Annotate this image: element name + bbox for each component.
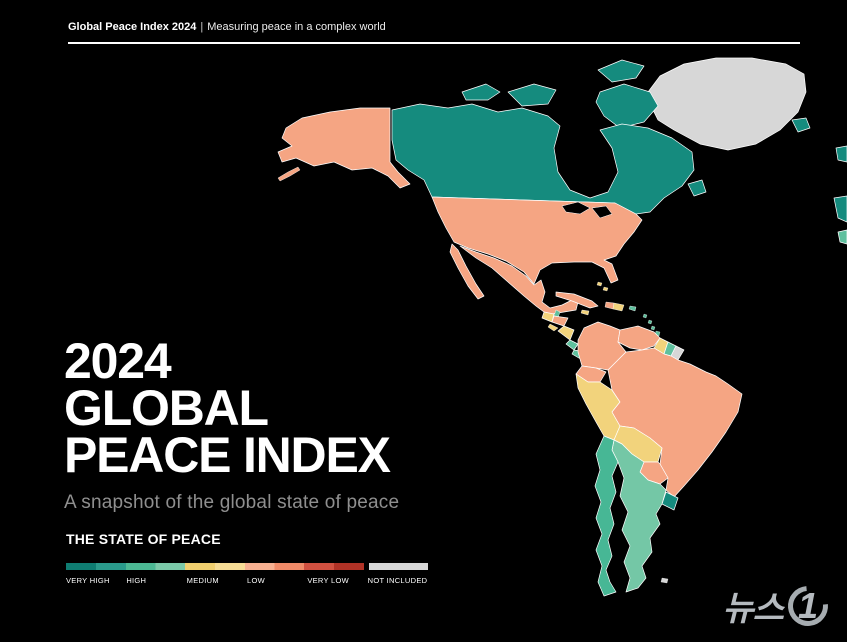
watermark-digit: 1 (797, 584, 819, 626)
great-lakes (561, 201, 591, 215)
region-honduras (551, 315, 569, 327)
map-edge-fragment-mid (833, 195, 847, 223)
hero-subtitle: A snapshot of the global state of peace (64, 492, 400, 513)
legend-swatch-very-high (66, 563, 126, 570)
news1-logo-icon: 1 (779, 577, 837, 634)
legend-swatch-medium (185, 563, 245, 570)
hero-title-block: 2024 GLOBAL PEACE INDEX A snapshot of th… (64, 333, 400, 514)
legend: THE STATE OF PEACE VERY HIGH HIGH MEDIUM LO… (66, 531, 428, 585)
region-nicaragua (557, 325, 575, 341)
legend-swatch-low (244, 563, 304, 570)
legend-swatch-not-included (368, 563, 428, 570)
region-el-salvador (547, 323, 559, 332)
legend-label-very-high: VERY HIGH (66, 576, 110, 585)
watermark-text: 뉴스 (722, 590, 784, 628)
legend-swatch-very-low (304, 563, 364, 570)
region-jamaica (580, 309, 590, 316)
region-usa (431, 196, 643, 285)
legend-bar (66, 563, 428, 570)
hero-line-year: 2024 (64, 333, 172, 389)
hero-line-global: GLOBAL (64, 380, 269, 436)
region-iceland (791, 117, 811, 133)
map-edge-fragment-north (835, 145, 847, 163)
region-ellesmere-island (597, 59, 645, 83)
header-separator: | (200, 21, 204, 33)
region-argentina (611, 439, 667, 593)
region-dominican-republic (612, 302, 625, 312)
region-baffin-island (595, 83, 659, 129)
region-chile (594, 435, 619, 597)
region-cuba (555, 291, 599, 309)
map-edge-fragment-south (837, 229, 847, 245)
region-puerto-rico (628, 305, 637, 312)
header-title: Global Peace Index 2024 (68, 21, 197, 33)
region-aleutians (277, 166, 301, 182)
hero-line-peace-index: PEACE INDEX (64, 427, 391, 483)
legend-label-low: LOW (246, 576, 265, 585)
region-greenland (647, 57, 807, 151)
region-venezuela (617, 325, 661, 351)
region-lesser-antilles (642, 313, 656, 331)
header-tagline: Measuring peace in a complex world (207, 21, 386, 33)
region-victoria-island (507, 83, 557, 107)
region-banks-island (461, 83, 501, 101)
legend-swatch-high (125, 563, 185, 570)
region-alaska (277, 107, 411, 189)
legend-heading: THE STATE OF PEACE (66, 531, 221, 547)
header-rule (68, 42, 800, 44)
region-baja-california (449, 243, 485, 300)
great-lakes-east (591, 205, 613, 219)
legend-label-medium: MEDIUM (186, 576, 219, 585)
region-costa-rica (565, 339, 579, 351)
legend-label-high: HIGH (126, 576, 147, 585)
news1-watermark: 뉴스 1 (722, 577, 837, 634)
legend-label-very-low: VERY LOW (307, 576, 350, 585)
region-falkland-islands (660, 577, 669, 584)
region-bahamas (596, 281, 609, 292)
header: Global Peace Index 2024 | Measuring peace … (68, 21, 386, 33)
legend-label-not-included: NOT INCLUDED (367, 576, 428, 585)
region-haiti (604, 301, 615, 310)
region-newfoundland (687, 179, 707, 197)
legend-labels: VERY HIGH HIGH MEDIUM LOW VERY LOW NOT INCLUD… (66, 576, 428, 585)
